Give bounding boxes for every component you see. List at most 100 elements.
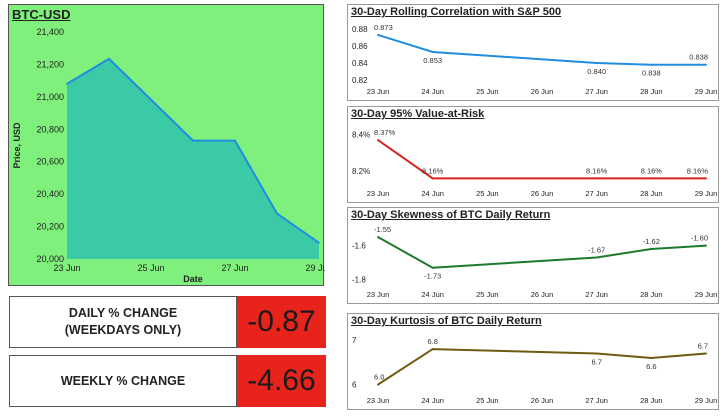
x-tick-label: 26 Jun <box>531 189 554 198</box>
data-label: 6.7 <box>591 358 601 367</box>
correlation-chart: 0.88 0.86 0.84 0.82 23 Jun 24 Jun 25 Jun 26 Jun… <box>352 23 718 96</box>
price-point <box>192 139 194 142</box>
x-tick-label: 25 Jun <box>137 263 164 273</box>
var-point <box>705 177 707 180</box>
price-point <box>234 139 236 142</box>
y-tick-label: 7 <box>352 336 357 345</box>
x-tick-label: 26 Jun <box>531 396 554 405</box>
data-label: 6.0 <box>374 373 384 382</box>
x-tick-label: 25 Jun <box>476 87 499 96</box>
kurtosis-point <box>431 348 434 351</box>
x-tick-label: 28 Jun <box>640 290 663 299</box>
data-label: 8.16% <box>687 166 709 175</box>
data-label: -1.67 <box>588 246 605 255</box>
x-tick-label: 29 Jun <box>305 263 325 273</box>
y-tick-label: 20,400 <box>36 189 64 199</box>
var-point <box>595 177 598 180</box>
data-label: 6.8 <box>427 337 437 346</box>
kurtosis-point <box>705 352 707 355</box>
x-tick-label: 23 Jun <box>367 87 390 96</box>
price-point <box>108 57 110 60</box>
y-tick-label: -1.8 <box>352 276 366 285</box>
x-tick-label: 24 Jun <box>421 396 444 405</box>
x-tick-label: 25 Jun <box>476 290 499 299</box>
daily-change-value: -0.87 <box>237 296 326 348</box>
y-tick-label: -1.6 <box>352 242 366 251</box>
data-label: -1.60 <box>691 234 708 243</box>
y-tick-label: 21,400 <box>36 27 64 37</box>
data-label: 6.6 <box>646 362 656 371</box>
y-tick-label: 20,200 <box>36 222 64 232</box>
x-tick-label: 24 Jun <box>421 87 444 96</box>
correlation-point <box>705 63 707 66</box>
price-point <box>276 212 278 215</box>
y-tick-label: 20,600 <box>36 157 64 167</box>
data-label: 6.7 <box>698 342 708 351</box>
x-tick-label: 29 Jun <box>695 396 718 405</box>
data-label: 0.840 <box>587 67 606 76</box>
kurtosis-title: 30-Day Kurtosis of BTC Daily Return <box>351 315 542 327</box>
data-label: 0.838 <box>689 53 708 62</box>
x-tick-label: 29 Jun <box>695 87 718 96</box>
x-tick-label: 27 Jun <box>585 87 608 96</box>
x-tick-label: 27 Jun <box>221 263 248 273</box>
kurtosis-point <box>650 356 653 359</box>
kurtosis-point <box>595 352 598 355</box>
x-tick-label: 25 Jun <box>476 396 499 405</box>
daily-change-label: DAILY % CHANGE (WEEKDAYS ONLY) <box>9 296 237 348</box>
kurtosis-line <box>377 348 707 386</box>
price-point <box>318 241 320 244</box>
correlation-point <box>650 63 653 66</box>
data-label: 8.16% <box>586 166 608 175</box>
kurtosis-panel: 7 6 23 Jun 24 Jun 25 Jun 26 Jun 27 Jun 28 Jun 29… <box>347 313 719 410</box>
correlation-title: 30-Day Rolling Correlation with S&P 500 <box>351 6 562 18</box>
price-point <box>66 83 68 85</box>
data-label: -1.62 <box>643 237 660 246</box>
price-area <box>67 58 319 259</box>
y-tick-label: 20,800 <box>36 124 64 134</box>
x-tick-label: 23 Jun <box>367 189 390 198</box>
y-tick-label: 8.4% <box>352 131 370 140</box>
x-tick-label: 23 Jun <box>367 396 390 405</box>
x-tick-label: 23 Jun <box>367 290 390 299</box>
btc-title: BTC-USD <box>12 7 71 22</box>
skewness-chart: -1.6 -1.823 Jun 24 Jun 25 Jun 26 Jun 27 Jun 28… <box>352 225 718 299</box>
correlation-point <box>377 33 379 36</box>
x-tick-label: 24 Jun <box>421 189 444 198</box>
y-axis-label: Price, USD <box>12 122 22 169</box>
correlation-panel: 0.88 0.86 0.84 0.82 23 Jun 24 Jun 25 Jun 26 Jun… <box>347 4 719 101</box>
btc-price-panel: 20,000 20,200 20,400 20,600 20,800 21,000 21,2… <box>8 4 325 286</box>
x-tick-label: 25 Jun <box>476 189 499 198</box>
x-tick-label: 26 Jun <box>531 290 554 299</box>
x-tick-label: 28 Jun <box>640 87 663 96</box>
y-tick-label: 6 <box>352 381 357 390</box>
y-tick-label: 21,200 <box>36 59 64 69</box>
x-tick-label: 27 Jun <box>585 290 608 299</box>
x-tick-label: 29 Jun <box>695 290 718 299</box>
y-tick-label: 21,000 <box>36 92 64 102</box>
var-point <box>377 139 379 142</box>
data-label: 8.16% <box>641 166 663 175</box>
correlation-point <box>595 62 598 64</box>
skewness-point <box>431 266 434 269</box>
data-label: -1.55 <box>374 225 391 234</box>
weekly-change-label: WEEKLY % CHANGE <box>9 355 237 407</box>
x-tick-label: 26 Jun <box>531 87 554 96</box>
data-label: 0.838 <box>642 69 661 78</box>
data-label: -1.73 <box>424 272 441 281</box>
data-label: 8.16% <box>422 166 444 175</box>
x-tick-label: 28 Jun <box>640 396 663 405</box>
var-panel: 8.4% 8.2% 23 Jun 24 Jun 25 Jun 26 Jun 27 Jun 28… <box>347 106 719 203</box>
y-tick-label: 0.82 <box>352 76 368 85</box>
correlation-point <box>431 50 434 53</box>
var-chart: 8.4% 8.2% 23 Jun 24 Jun 25 Jun 26 Jun 27 Jun 28… <box>352 128 718 198</box>
x-axis-label: Date <box>183 274 203 284</box>
btc-price-chart: 20,000 20,200 20,400 20,600 20,800 21,000 21,2… <box>12 27 325 284</box>
weekly-change-value: -4.66 <box>237 355 326 407</box>
x-tick-label: 29 Jun <box>695 189 718 198</box>
y-tick-label: 0.84 <box>352 59 368 68</box>
price-line <box>66 57 320 244</box>
data-label: 0.873 <box>374 23 393 32</box>
y-tick-label: 0.86 <box>352 42 368 51</box>
x-tick-label: 23 Jun <box>53 263 80 273</box>
